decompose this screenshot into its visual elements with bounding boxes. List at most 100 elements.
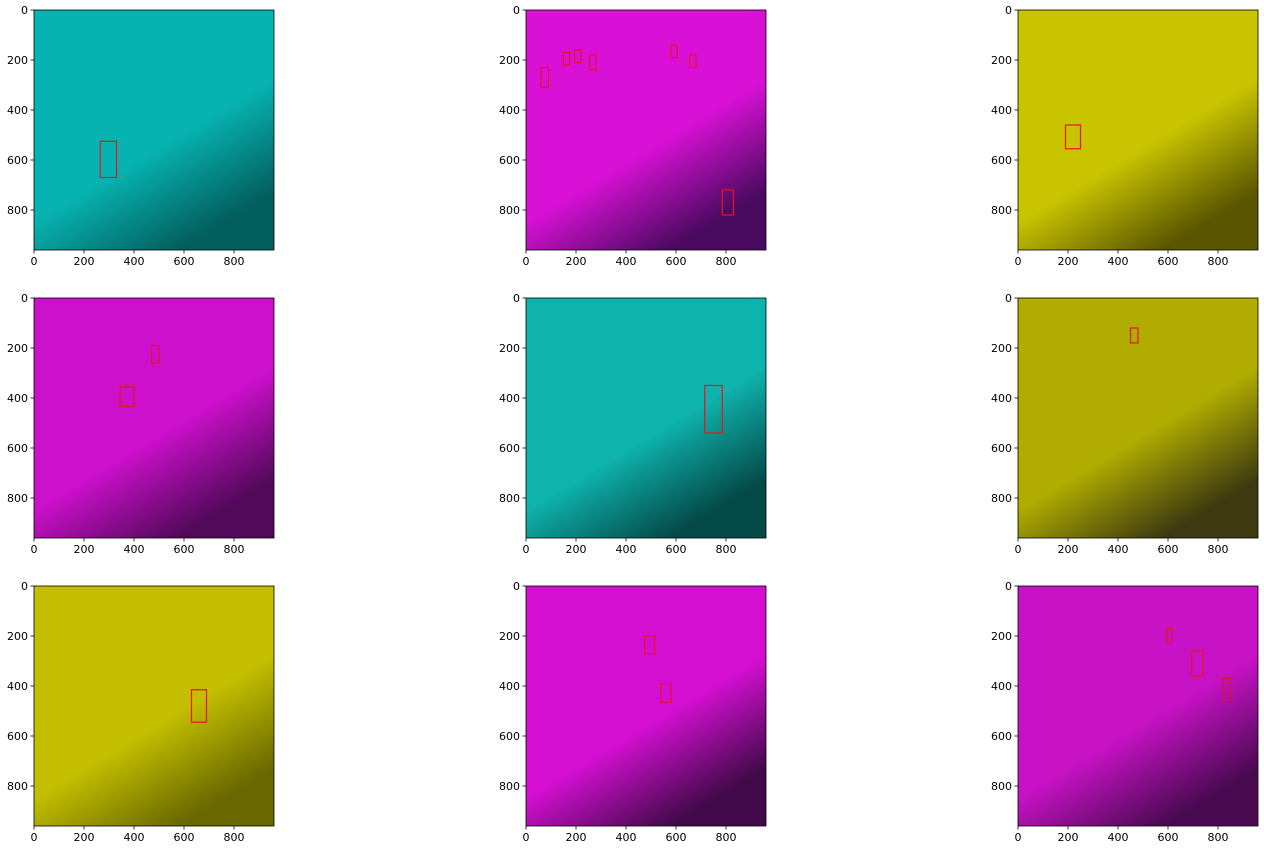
- bounding-box: [190, 689, 208, 723]
- panel-r3c1: 0 200 400 600 800 0 200 400 600 800: [7, 580, 275, 844]
- bounding-box: [1064, 124, 1082, 150]
- bounding-box: [1191, 650, 1204, 677]
- y-tick-label: 400: [7, 392, 28, 405]
- bounding-box: [574, 49, 582, 64]
- x-tick-label: 200: [74, 831, 95, 844]
- y-tick-label: 800: [991, 492, 1012, 505]
- x-tick-label: 0: [31, 543, 38, 556]
- y-tick-label: 800: [7, 204, 28, 217]
- y-tick-label: 800: [7, 492, 28, 505]
- x-tick-label: 800: [716, 255, 737, 268]
- x-tick-label: 600: [174, 543, 195, 556]
- y-tick-label: 200: [991, 342, 1012, 355]
- y-tick-label: 0: [21, 580, 28, 593]
- image-area: [526, 298, 766, 538]
- y-tick-label: 400: [7, 680, 28, 693]
- bounding-box: [689, 54, 697, 69]
- y-tick-label: 400: [499, 680, 520, 693]
- bounding-box: [589, 54, 597, 71]
- y-tick-label: 0: [21, 292, 28, 305]
- x-tick-label: 200: [74, 543, 95, 556]
- bounding-box: [660, 682, 672, 703]
- y-tick-label: 0: [513, 4, 520, 17]
- y-tick-label: 600: [991, 442, 1012, 455]
- x-tick-label: 800: [1208, 831, 1229, 844]
- y-tick-label: 200: [7, 342, 28, 355]
- image-area: [526, 586, 766, 826]
- x-tick-label: 200: [1058, 831, 1079, 844]
- y-tick-label: 600: [7, 154, 28, 167]
- axes-frame: [1017, 297, 1259, 539]
- bounding-box: [150, 344, 160, 364]
- x-tick-label: 400: [1108, 255, 1129, 268]
- x-tick-label: 400: [1108, 543, 1129, 556]
- x-tick-label: 200: [1058, 255, 1079, 268]
- y-tick-label: 0: [21, 4, 28, 17]
- image-area: [526, 10, 766, 250]
- axes-frame: [33, 585, 275, 827]
- y-tick-label: 800: [991, 780, 1012, 793]
- y-tick-label: 400: [991, 104, 1012, 117]
- x-tick-label: 0: [523, 543, 530, 556]
- x-tick-label: 800: [1208, 543, 1229, 556]
- x-tick-label: 400: [124, 831, 145, 844]
- x-tick-label: 600: [666, 831, 687, 844]
- panel-r2c1: 0 200 400 600 800 0 200 400 600 800: [7, 292, 275, 556]
- x-tick-label: 600: [174, 255, 195, 268]
- y-tick-label: 600: [7, 442, 28, 455]
- y-tick-label: 200: [991, 54, 1012, 67]
- y-tick-label: 200: [7, 54, 28, 67]
- x-tick-label: 800: [716, 831, 737, 844]
- x-tick-label: 0: [1015, 255, 1022, 268]
- panel-r1c3: 0 200 400 600 800 0 200 400 600 800: [991, 4, 1259, 268]
- x-tick-label: 0: [31, 255, 38, 268]
- y-tick-label: 200: [499, 54, 520, 67]
- axes-frame: [1017, 585, 1259, 827]
- x-tick-label: 800: [716, 543, 737, 556]
- panel-r1c1: 0 200 400 600 800 0 200 400 600 800: [7, 4, 275, 268]
- x-tick-label: 0: [1015, 543, 1022, 556]
- bounding-box: [562, 51, 571, 66]
- x-tick-label: 200: [566, 831, 587, 844]
- y-tick-label: 600: [991, 154, 1012, 167]
- x-tick-label: 600: [1158, 543, 1179, 556]
- axes-frame: [525, 297, 767, 539]
- x-tick-label: 600: [666, 543, 687, 556]
- panel-r3c3: 0 200 400 600 800 0 200 400 600 800: [991, 580, 1259, 844]
- x-tick-label: 0: [523, 831, 530, 844]
- x-tick-label: 600: [666, 255, 687, 268]
- axes-frame: [1017, 9, 1259, 251]
- y-tick-label: 0: [1005, 4, 1012, 17]
- image-area: [34, 586, 274, 826]
- y-tick-label: 400: [991, 392, 1012, 405]
- y-tick-label: 600: [991, 730, 1012, 743]
- x-tick-label: 200: [566, 543, 587, 556]
- bounding-box: [1166, 627, 1173, 645]
- y-tick-label: 600: [7, 730, 28, 743]
- y-tick-label: 0: [1005, 292, 1012, 305]
- y-tick-label: 800: [991, 204, 1012, 217]
- panel-r2c2: 0 200 400 600 800 0 200 400 600 800: [499, 292, 767, 556]
- y-tick-label: 0: [513, 292, 520, 305]
- axes-frame: [525, 585, 767, 827]
- x-tick-label: 200: [74, 255, 95, 268]
- axes-frame: [525, 9, 767, 251]
- axes-frame: [33, 9, 275, 251]
- y-tick-label: 600: [499, 154, 520, 167]
- bounding-box: [119, 386, 135, 408]
- bounding-box: [721, 189, 735, 216]
- panel-r3c2: 0 200 400 600 800 0 200 400 600 800: [499, 580, 767, 844]
- bounding-box: [670, 44, 678, 59]
- x-tick-label: 800: [224, 543, 245, 556]
- x-tick-label: 400: [616, 255, 637, 268]
- y-tick-label: 0: [1005, 580, 1012, 593]
- x-tick-label: 800: [1208, 255, 1229, 268]
- y-tick-label: 800: [499, 780, 520, 793]
- y-tick-label: 800: [499, 204, 520, 217]
- y-tick-label: 200: [499, 342, 520, 355]
- panel-r1c2: 0 200 400 600 800 0 200 400 600 800: [499, 4, 767, 268]
- x-tick-label: 0: [523, 255, 530, 268]
- image-area: [34, 10, 274, 250]
- x-tick-label: 0: [1015, 831, 1022, 844]
